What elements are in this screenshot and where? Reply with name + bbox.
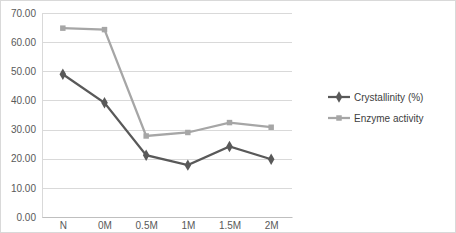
grid-line <box>42 188 292 189</box>
x-tick-label: 2M <box>265 220 279 231</box>
plot-area <box>60 25 275 170</box>
y-tick: 60.00 <box>11 37 42 48</box>
grid-line <box>42 217 292 218</box>
y-tick: 30.00 <box>11 124 42 135</box>
legend-label: Crystallinity (%) <box>354 92 423 103</box>
marker <box>268 125 273 130</box>
grid-line <box>42 100 292 101</box>
marker <box>185 159 192 170</box>
x-tick: 1M <box>181 217 195 231</box>
series-markers <box>60 25 274 138</box>
marker <box>227 120 232 125</box>
legend-entry: Enzyme activity <box>328 113 423 124</box>
series-markers <box>60 68 275 170</box>
x-tick-label: 1M <box>181 220 195 231</box>
y-axis-line <box>42 14 43 218</box>
legend-label: Enzyme activity <box>354 113 423 124</box>
chart: 0.00 10.00 20.00 30.00 40.00 50.00 60.00 70.00 N… <box>0 0 456 233</box>
y-tick: 20.00 <box>11 153 42 164</box>
grid-line <box>42 130 292 131</box>
x-tick: 1.5M <box>219 217 241 231</box>
marker <box>268 154 275 165</box>
x-tick: 0.5M <box>136 217 158 231</box>
y-tick-label: 0.00 <box>17 212 37 223</box>
legend-marker <box>336 91 343 102</box>
marker <box>143 133 148 138</box>
legend: Crystallinity (%) Enzyme activity <box>328 91 423 123</box>
marker <box>60 25 65 30</box>
marker <box>143 149 150 160</box>
grid-line <box>42 13 292 14</box>
marker <box>60 68 67 79</box>
x-tick-label: N <box>60 220 67 231</box>
y-tick: 0.00 <box>17 212 42 223</box>
y-tick-label: 50.00 <box>11 66 36 77</box>
x-tick: 2M <box>265 217 279 231</box>
chart-border <box>1 1 456 233</box>
x-tick-label: 0M <box>98 220 112 231</box>
legend-marker <box>336 115 341 120</box>
series-line <box>63 28 271 136</box>
x-tick: N <box>60 217 67 231</box>
x-axis: N 0M 0.5M 1M 1.5M 2M <box>43 217 293 231</box>
legend-entry: Crystallinity (%) <box>328 91 423 102</box>
x-axis-line <box>43 217 293 218</box>
x-tick: 0M <box>98 217 112 231</box>
marker <box>102 27 107 32</box>
y-tick-label: 60.00 <box>11 37 36 48</box>
grid-line <box>42 42 292 43</box>
marker <box>101 97 108 108</box>
y-tick: 70.00 <box>11 8 42 19</box>
marker <box>185 130 190 135</box>
marker <box>226 141 233 152</box>
y-tick-label: 10.00 <box>11 183 36 194</box>
series-line <box>63 74 271 165</box>
y-axis: 0.00 10.00 20.00 30.00 40.00 50.00 60.00 70.00 <box>11 8 43 223</box>
y-tick: 10.00 <box>11 183 42 194</box>
x-tick-label: 1.5M <box>219 220 241 231</box>
y-tick: 40.00 <box>11 95 42 106</box>
x-tick-label: 0.5M <box>136 220 158 231</box>
y-tick: 50.00 <box>11 66 42 77</box>
y-tick-label: 20.00 <box>11 153 36 164</box>
grid-line <box>42 71 292 72</box>
y-tick-label: 30.00 <box>11 124 36 135</box>
y-tick-label: 40.00 <box>11 95 36 106</box>
y-tick-label: 70.00 <box>11 8 36 19</box>
grid <box>42 14 292 218</box>
